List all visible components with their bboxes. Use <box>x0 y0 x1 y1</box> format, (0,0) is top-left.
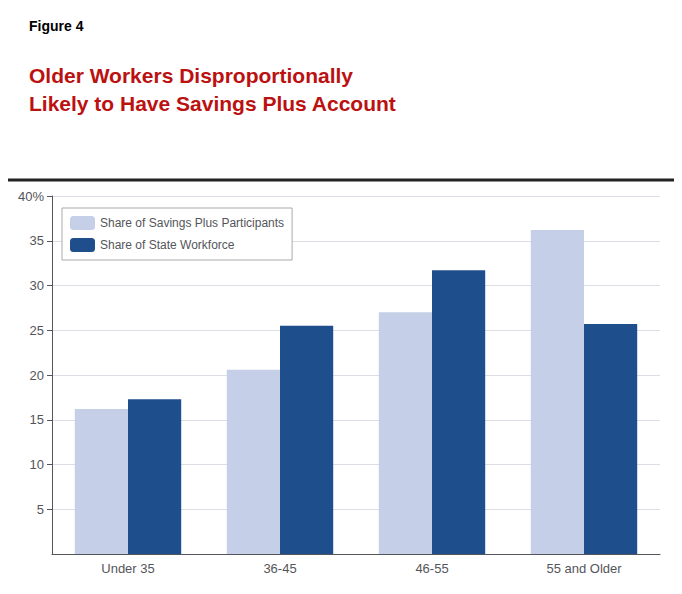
svg-text:35: 35 <box>30 233 44 248</box>
svg-text:Share of State Workforce: Share of State Workforce <box>100 238 235 252</box>
svg-text:36-45: 36-45 <box>263 561 296 576</box>
svg-text:40%: 40% <box>18 189 44 204</box>
svg-text:20: 20 <box>30 368 44 383</box>
svg-text:Share of Savings Plus Particip: Share of Savings Plus Participants <box>100 216 284 230</box>
svg-text:46-55: 46-55 <box>415 561 448 576</box>
svg-text:30: 30 <box>30 278 44 293</box>
svg-text:Under 35: Under 35 <box>101 561 154 576</box>
svg-text:15: 15 <box>30 412 44 427</box>
svg-text:55 and Older: 55 and Older <box>546 561 622 576</box>
svg-text:25: 25 <box>30 323 44 338</box>
svg-text:Likely to Have Savings Plus Ac: Likely to Have Savings Plus Account <box>29 92 396 115</box>
svg-text:5: 5 <box>37 502 44 517</box>
svg-text:Older Workers Disproportionall: Older Workers Disproportionally <box>29 64 353 87</box>
svg-text:10: 10 <box>30 457 44 472</box>
svg-text:Figure 4: Figure 4 <box>29 18 84 34</box>
